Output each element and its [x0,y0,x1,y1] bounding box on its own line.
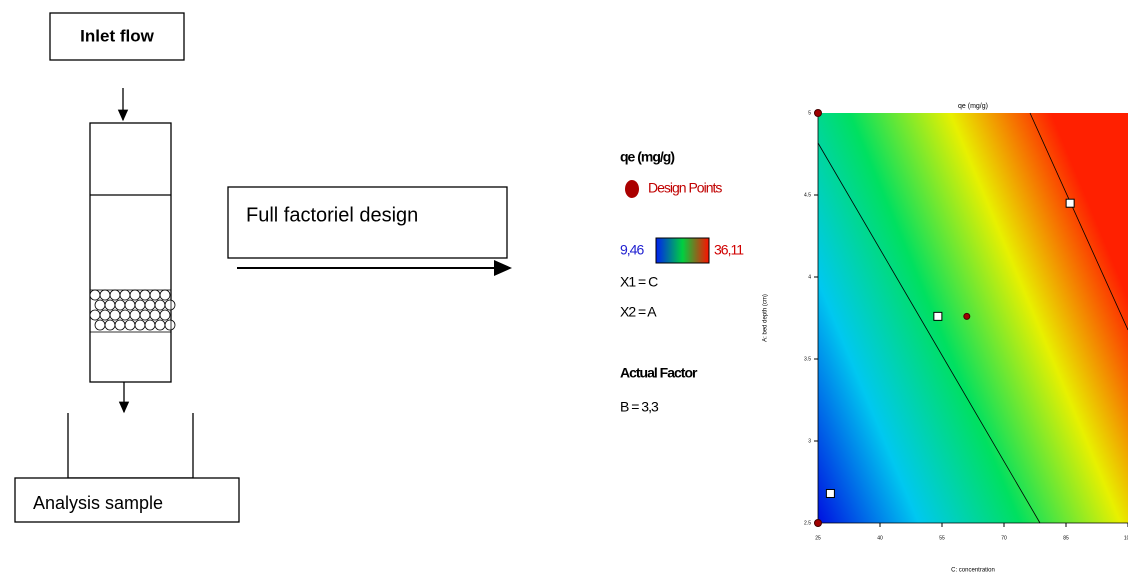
bead [160,310,170,320]
bead [130,290,140,300]
x-tick-label: 55 [939,535,945,541]
bead [160,290,170,300]
legend-marker [625,180,639,198]
y-tick-label: 4 [808,274,811,280]
bead [110,290,120,300]
bead [145,300,155,310]
bead [120,290,130,300]
sample-label: Analysis sample [33,493,163,513]
bead [100,310,110,320]
y-axis-label: A: bed depth (cm) [763,294,769,342]
bead [105,320,115,330]
bead [125,300,135,310]
bead [95,320,105,330]
bead [100,290,110,300]
design-point [964,313,970,319]
y-tick-label: 2.5 [804,520,811,526]
x-tick-label: 70 [1001,535,1007,541]
x-tick-label: 40 [877,535,883,541]
bead [135,300,145,310]
packed-bed [90,290,175,332]
bead [90,290,100,300]
bead [140,290,150,300]
design-point [1066,199,1074,207]
bead [155,300,165,310]
bead [105,300,115,310]
beaker [68,413,193,478]
x-tick-label: 25 [815,535,821,541]
bead [165,320,175,330]
bead [115,300,125,310]
bead [120,310,130,320]
bead [155,320,165,330]
column-diagram [15,13,510,522]
bead [150,310,160,320]
design-point [826,489,834,497]
legend-x2: X2 = A [620,304,657,320]
legend-title: qe (mg/g) [620,149,674,165]
bead [115,320,125,330]
design-point [815,110,822,117]
legend-low: 9,46 [620,242,644,258]
bead [90,310,100,320]
bead [150,290,160,300]
inlet-label: Inlet flow [80,26,154,45]
page: Inlet flow Full factoriel design Analysi… [0,0,1128,574]
color-bar [656,238,709,263]
y-tick-label: 3 [808,438,811,444]
legend: qe (mg/g) Design Points 9,46 36,11 X1 = … [620,149,744,415]
legend-x1: X1 = C [620,274,658,290]
factor-value: B = 3,3 [620,399,659,415]
x-tick-label: 100 [1124,535,1128,541]
y-tick-label: 4.5 [804,192,811,198]
bead [140,310,150,320]
legend-label: Design Points [648,180,722,196]
bead [130,310,140,320]
bead [135,320,145,330]
bead [145,320,155,330]
bead [125,320,135,330]
legend-high: 36,11 [714,242,744,258]
design-point [934,312,942,320]
x-tick-label: 85 [1063,535,1069,541]
design-label: Full factoriel design [246,204,418,226]
plot-title: qe (mg/g) [958,103,988,110]
factor-title: Actual Factor [620,365,698,381]
bead [110,310,120,320]
column [90,123,171,382]
design-point [815,520,822,527]
y-tick-label: 5 [808,110,811,116]
bead [95,300,105,310]
contour-plot: qe (mg/g) C: concentration A: bed depth … [763,103,1128,574]
plot-area [818,113,1128,523]
bead [165,300,175,310]
y-tick-label: 3.5 [804,356,811,362]
x-axis-label: C: concentration [951,568,995,574]
